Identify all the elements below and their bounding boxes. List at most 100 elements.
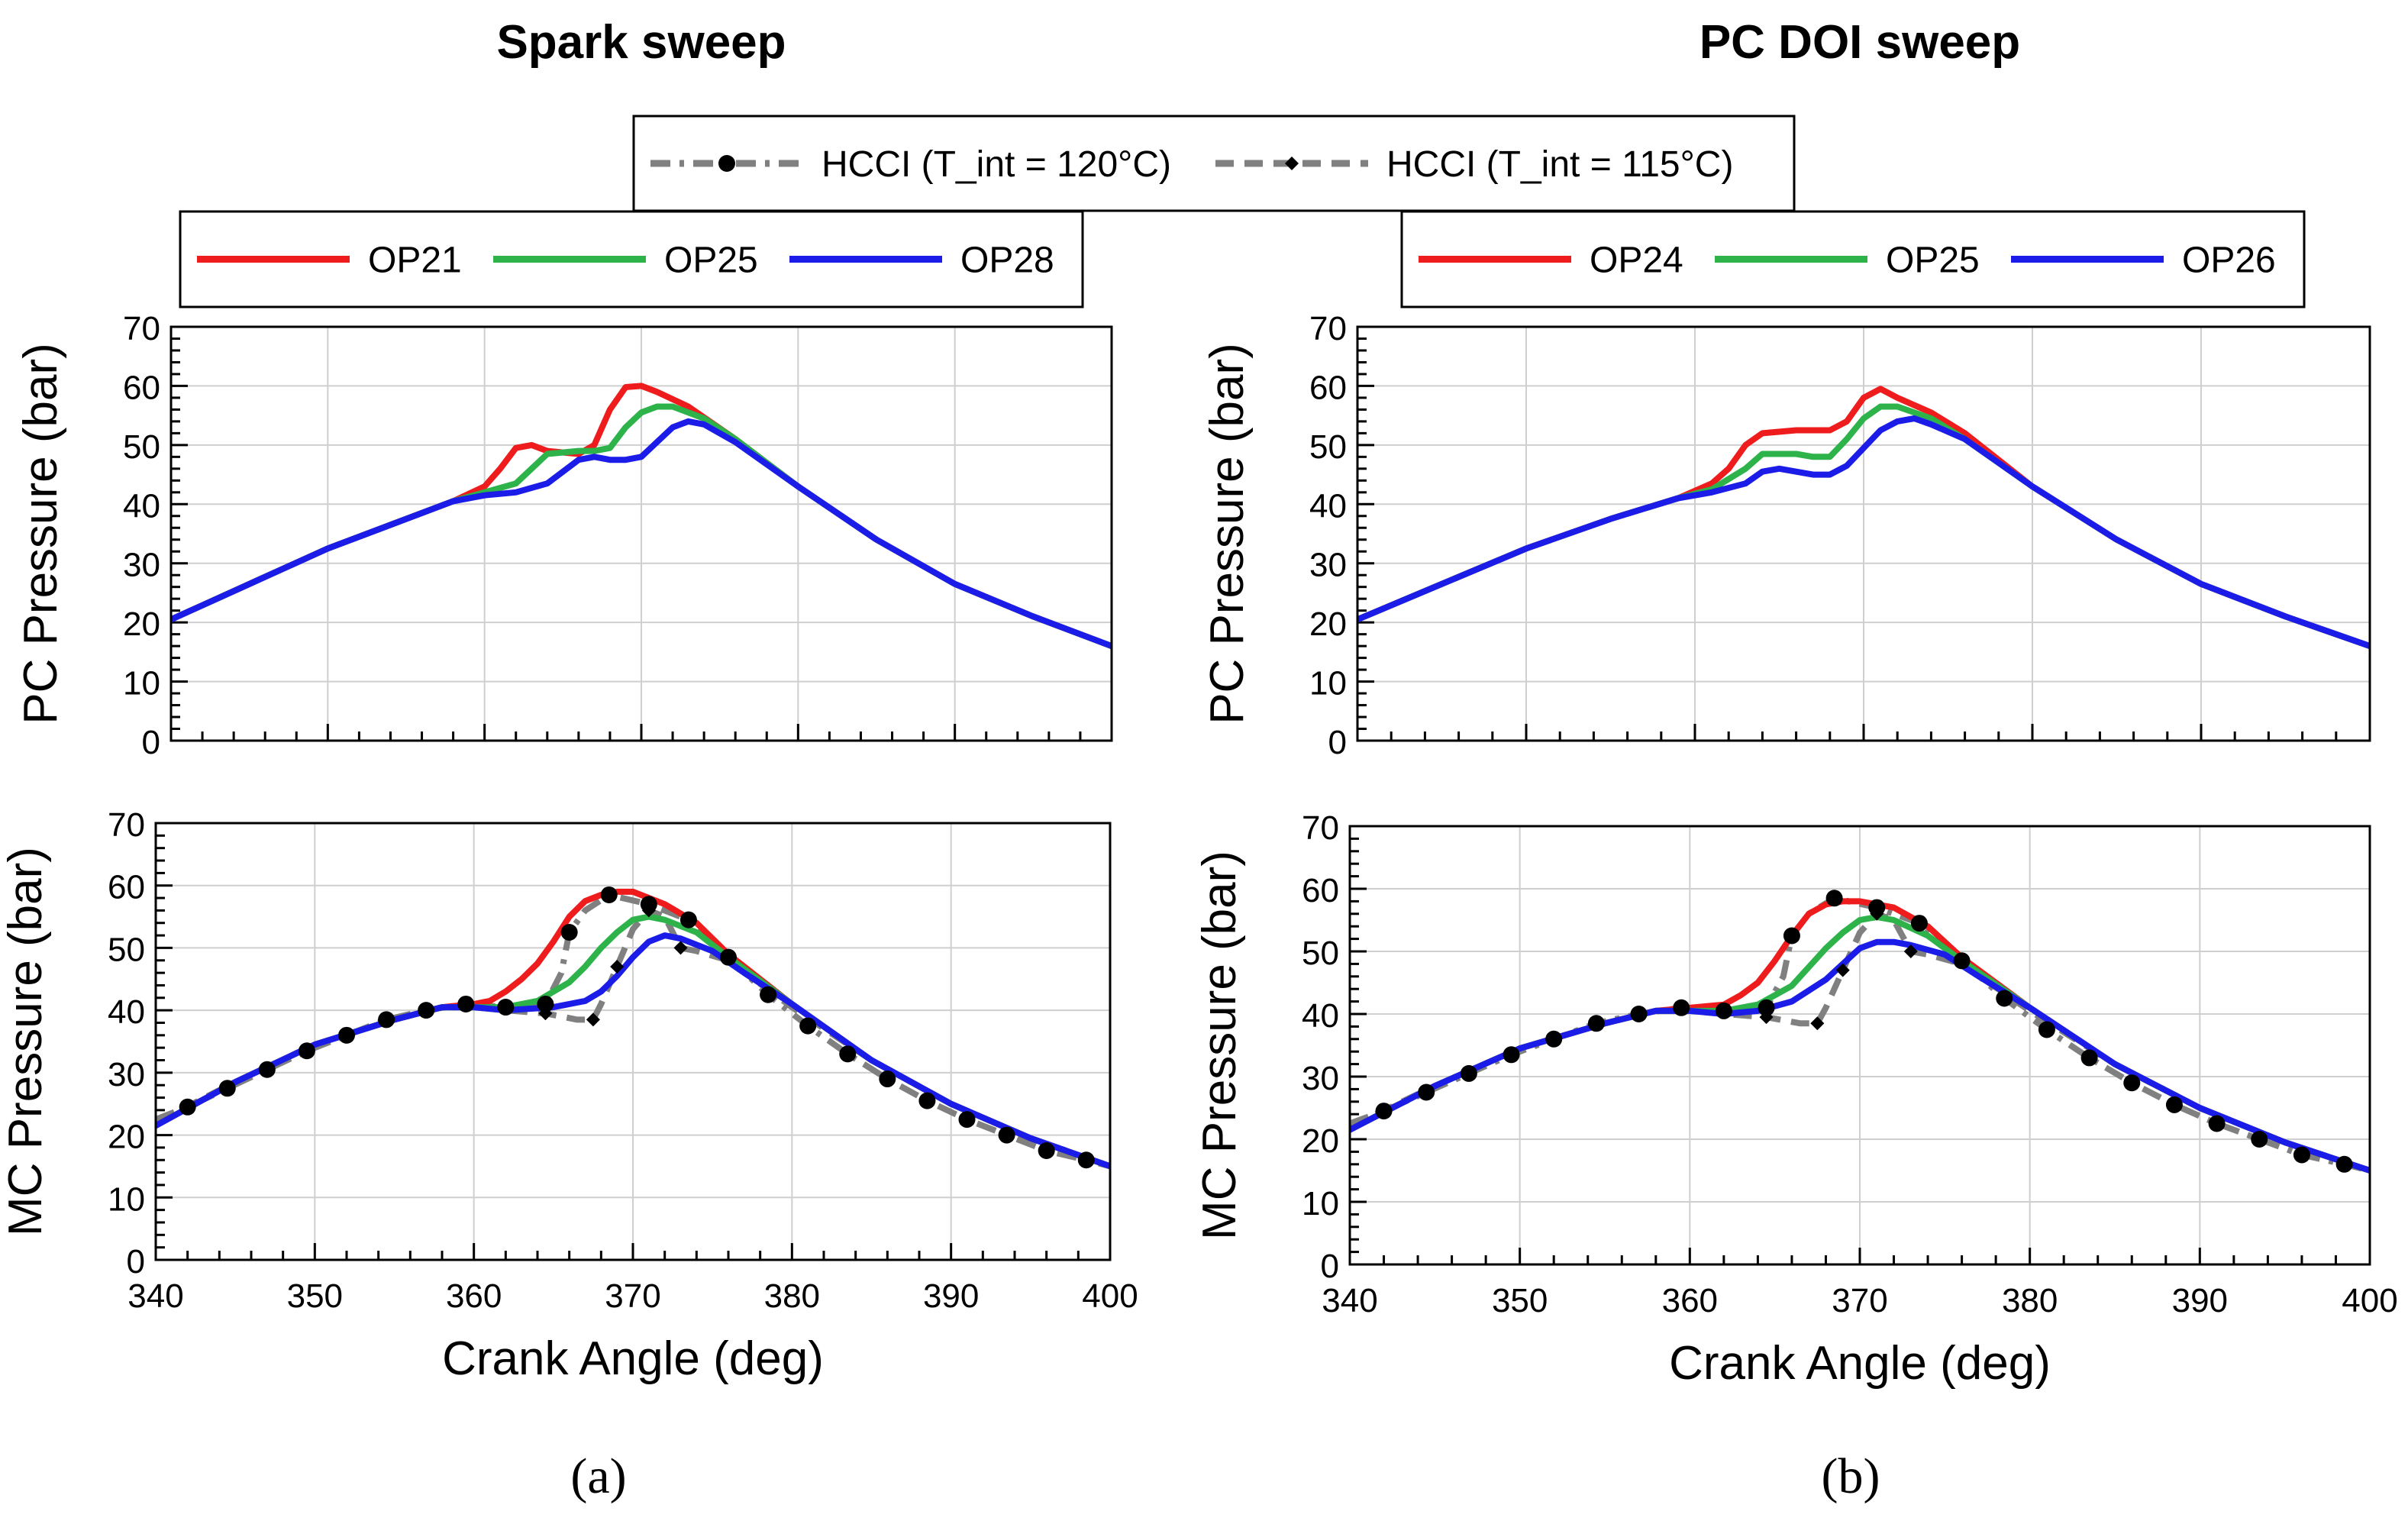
y-axis-label: MC Pressure (bar) — [1193, 851, 1246, 1240]
x-tick-label: 380 — [764, 1277, 820, 1315]
point-hcci-120 — [1825, 890, 1843, 907]
y-tick-label: 30 — [1309, 547, 1347, 584]
y-tick-label: 70 — [108, 806, 145, 844]
point-hcci-120 — [2123, 1074, 2141, 1092]
plot-frame — [154, 822, 1112, 1261]
point-hcci-120 — [799, 1017, 817, 1035]
point-hcci-120 — [560, 924, 578, 941]
legend-marker-circle — [718, 155, 735, 172]
point-hcci-115 — [1759, 1010, 1774, 1025]
y-tick-label: 40 — [108, 993, 145, 1031]
x-tick-label: 380 — [2002, 1282, 2058, 1319]
point-hcci-120 — [298, 1042, 315, 1060]
legend-label-hcci-120: HCCI (T_int = 120°C) — [821, 144, 1171, 185]
point-hcci-120 — [457, 995, 475, 1012]
point-hcci-120 — [1630, 1006, 1648, 1022]
y-tick-label: 10 — [108, 1180, 145, 1218]
y-tick-label: 70 — [123, 310, 160, 347]
point-hcci-120 — [839, 1045, 857, 1063]
point-hcci-120 — [1783, 927, 1800, 945]
series-line-op28 — [156, 932, 1110, 1170]
point-hcci-115 — [641, 903, 656, 918]
x-tick-label: 360 — [446, 1277, 502, 1315]
caption-b: (b) — [1822, 1448, 1880, 1504]
y-tick-label: 0 — [142, 724, 160, 761]
chart-a-mc-pressure: 0 10 20 30 40 50 60 70 340 350 360 370 380 390 400 MC P… — [0, 806, 1138, 1385]
caption-a: (a) — [570, 1448, 626, 1504]
point-hcci-120 — [2335, 1155, 2353, 1173]
y-tick-label: 0 — [1321, 1248, 1339, 1285]
plot-frame — [1356, 325, 2371, 742]
y-tick-label: 60 — [123, 369, 160, 406]
point-hcci-120 — [958, 1111, 976, 1129]
point-hcci-120 — [2080, 1049, 2098, 1067]
series-line-op26 — [1350, 938, 2370, 1174]
x-tick-label: 340 — [1322, 1282, 1377, 1319]
x-tick-label: 340 — [128, 1277, 183, 1315]
legend-label-op25: OP25 — [664, 241, 758, 281]
chart-b-mc-pressure: 0 10 20 30 40 50 60 70 340 350 360 370 380 390 400 MC P… — [1193, 809, 2398, 1390]
series-markers — [1759, 906, 1918, 1031]
x-tick-label: 400 — [1082, 1277, 1138, 1315]
y-tick-label: 50 — [1302, 935, 1339, 972]
point-hcci-120 — [1715, 1002, 1732, 1019]
point-hcci-120 — [679, 911, 697, 928]
point-hcci-120 — [998, 1126, 1015, 1144]
x-tick-label: 370 — [605, 1277, 660, 1315]
point-hcci-120 — [338, 1026, 355, 1044]
legend-label-op26: OP26 — [2182, 241, 2276, 281]
y-tick-label: 20 — [1309, 605, 1347, 643]
point-hcci-120 — [2208, 1115, 2226, 1132]
legend-label-op25: OP25 — [1886, 241, 1980, 281]
point-hcci-120 — [258, 1061, 276, 1078]
point-hcci-120 — [1996, 990, 2013, 1007]
y-tick-label: 60 — [108, 869, 145, 906]
y-tick-label: 10 — [1309, 665, 1347, 702]
series-markers — [538, 903, 688, 1027]
point-hcci-115 — [1835, 963, 1850, 977]
legend-hcci: HCCI (T_int = 120°C) HCCI (T_int = 115°C) — [632, 115, 1796, 212]
series-markers — [179, 886, 1095, 1169]
y-tick-label: 10 — [123, 665, 160, 702]
point-hcci-120 — [2038, 1021, 2055, 1038]
point-hcci-120 — [1503, 1046, 1520, 1064]
x-tick-label: 400 — [2342, 1282, 2397, 1319]
y-tick-label: 50 — [1309, 428, 1347, 466]
x-axis-label: Crank Angle (deg) — [1669, 1337, 2051, 1390]
point-hcci-115 — [610, 959, 625, 974]
point-hcci-115 — [538, 1006, 553, 1021]
x-tick-label: 370 — [1832, 1282, 1887, 1319]
plot-frame — [169, 325, 1113, 742]
point-hcci-120 — [1460, 1064, 1477, 1082]
point-hcci-120 — [1910, 915, 1928, 932]
x-tick-label: 360 — [1662, 1282, 1718, 1319]
point-hcci-120 — [1545, 1030, 1563, 1048]
point-hcci-120 — [179, 1098, 196, 1116]
column-title-a: Spark sweep — [496, 16, 786, 69]
y-tick-label: 0 — [1328, 724, 1347, 761]
point-hcci-115 — [586, 1012, 600, 1027]
point-hcci-120 — [1673, 999, 1690, 1016]
series-markers — [1375, 890, 2353, 1173]
point-hcci-120 — [418, 1002, 435, 1019]
point-hcci-115 — [1870, 906, 1884, 921]
y-tick-label: 40 — [1302, 997, 1339, 1035]
x-tick-label: 350 — [1492, 1282, 1548, 1319]
title-spark-sweep: Spark sweep — [496, 16, 786, 69]
point-hcci-120 — [378, 1011, 395, 1029]
point-hcci-120 — [1758, 999, 1775, 1016]
title-pc-doi-sweep: PC DOI sweep — [1699, 16, 2020, 69]
point-hcci-120 — [537, 995, 554, 1012]
point-hcci-120 — [720, 948, 737, 966]
legend-label-op21: OP21 — [368, 241, 462, 281]
y-tick-label: 40 — [123, 487, 160, 525]
legend-label-op24: OP24 — [1590, 241, 1683, 281]
y-tick-label: 20 — [123, 605, 160, 643]
series-layer — [1357, 386, 2370, 650]
legend-box — [632, 115, 1796, 212]
point-hcci-120 — [600, 886, 618, 903]
legend-spark-sweep: OP21 OP25 OP28 — [179, 210, 1084, 308]
point-hcci-120 — [2251, 1131, 2268, 1148]
y-tick-label: 70 — [1302, 809, 1339, 847]
